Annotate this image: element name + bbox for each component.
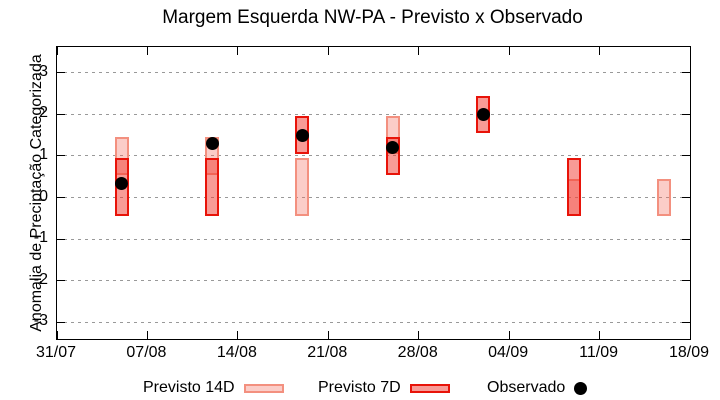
legend-label: Previsto 14D: [143, 379, 235, 396]
legend-item-box-7d: Previsto 7D: [318, 379, 450, 397]
observado-dot: [205, 137, 219, 150]
y-tick-right: [682, 197, 690, 199]
y-tick-right: [682, 155, 690, 157]
y-tick-right: [682, 238, 690, 240]
y-tick-right: [682, 113, 690, 115]
y-tick-left: [57, 155, 65, 157]
legend-item-box-14d: Previsto 14D: [143, 379, 284, 397]
y-tick-left: [57, 238, 65, 240]
y-tick-right: [682, 72, 690, 74]
legend-label: Previsto 7D: [318, 379, 401, 396]
gridline: [57, 321, 690, 323]
x-tick-top: [599, 47, 601, 55]
legend-label: Observado: [487, 379, 566, 396]
previsto-14d-box: [295, 158, 310, 217]
x-tick-label: 04/09: [488, 344, 529, 361]
x-tick-top: [327, 47, 329, 55]
x-tick-top: [418, 47, 420, 55]
x-tick-label: 21/08: [307, 344, 348, 361]
x-tick-label: 07/08: [126, 344, 167, 361]
legend-box-7d-swatch-icon: [409, 383, 450, 393]
previsto-7d-box: [566, 158, 581, 217]
y-tick-right: [682, 321, 690, 323]
gridline: [57, 238, 690, 240]
y-tick-right: [682, 280, 690, 282]
observado-dot: [476, 107, 490, 121]
x-tick-top: [56, 47, 58, 55]
y-tick-label: 3: [39, 62, 48, 80]
observado-dot: [295, 128, 309, 142]
y-tick-label: -3: [33, 312, 48, 330]
gridline: [57, 113, 690, 115]
plot-area: [56, 46, 691, 340]
legend-observado-dot-icon: [574, 381, 588, 395]
y-tick-label: 0: [39, 187, 48, 205]
x-tick-label: 11/09: [579, 344, 618, 361]
gridline: [57, 280, 690, 282]
gridline: [57, 72, 690, 74]
x-tick-label: 31/07: [35, 344, 77, 361]
x-tick-label: 14/08: [216, 344, 257, 361]
chart-title: Margem Esquerda NW-PA - Previsto x Obser…: [162, 7, 583, 28]
y-tick-left: [57, 197, 65, 199]
x-tick-bottom: [599, 331, 601, 339]
observado-dot: [115, 176, 129, 190]
y-tick-label: -1: [33, 229, 48, 247]
observado-dot: [386, 141, 400, 155]
x-tick-top: [689, 47, 691, 55]
x-tick-bottom: [237, 331, 239, 339]
legend-item-dot: Observado: [487, 379, 588, 397]
x-tick-bottom: [418, 331, 420, 339]
y-tick-label: 2: [39, 104, 48, 122]
x-tick-bottom: [327, 331, 329, 339]
x-tick-bottom: [56, 331, 58, 339]
y-tick-label: -2: [33, 270, 48, 288]
x-tick-label: 18/09: [668, 344, 710, 361]
x-tick-label: 28/08: [397, 344, 438, 361]
gridline: [57, 197, 690, 199]
x-tick-bottom: [508, 331, 510, 339]
y-tick-left: [57, 280, 65, 282]
x-tick-bottom: [689, 331, 691, 339]
previsto-14d-box: [657, 178, 672, 217]
y-tick-left: [57, 113, 65, 115]
gridline: [57, 155, 690, 157]
y-tick-left: [57, 321, 65, 323]
x-tick-top: [146, 47, 148, 55]
y-tick-label: 1: [39, 145, 48, 163]
x-tick-top: [508, 47, 510, 55]
x-tick-bottom: [146, 331, 148, 339]
y-tick-left: [57, 72, 65, 74]
x-tick-top: [237, 47, 239, 55]
legend-box-14d-swatch-icon: [243, 383, 284, 393]
previsto-7d-box: [205, 158, 220, 217]
